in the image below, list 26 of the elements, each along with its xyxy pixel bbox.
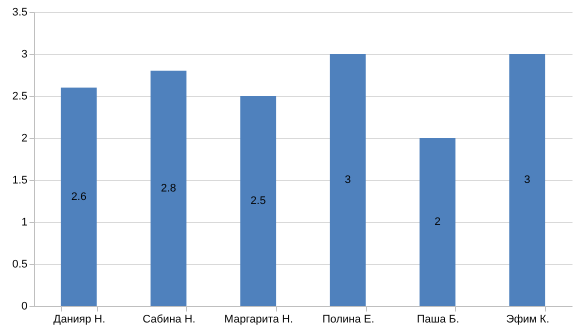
bar [60, 88, 97, 306]
x-tick-label: Паша Б. [416, 314, 460, 326]
data-label: 3 [344, 174, 351, 186]
y-tick-label: 2 [21, 132, 28, 144]
x-tick-label: Сабина Н. [142, 314, 196, 326]
bar [150, 70, 186, 306]
y-tick-label: 3 [21, 48, 28, 60]
data-label: 3 [524, 174, 530, 186]
y-tick-label: 0.5 [12, 258, 28, 270]
bar [509, 54, 546, 306]
bar [420, 138, 456, 306]
y-tick-label: 1 [21, 216, 28, 228]
x-tick-label: Маргарита Н. [224, 314, 294, 326]
bar [240, 96, 276, 306]
y-tick-label: 3.5 [12, 6, 28, 18]
data-label: 2.6 [71, 190, 86, 203]
y-tick-label: 2.5 [12, 90, 28, 102]
data-label: 2.5 [250, 195, 266, 207]
y-tick-label: 0 [21, 300, 28, 312]
data-label: 2 [434, 216, 441, 228]
x-tick-label: Полина Е. [322, 314, 374, 326]
y-tick-label: 1.5 [12, 174, 28, 186]
bar [330, 54, 366, 306]
x-tick-label: Данияр Н. [53, 314, 106, 326]
data-label: 2.8 [160, 182, 176, 194]
x-tick-label: Эфим К. [506, 314, 550, 326]
